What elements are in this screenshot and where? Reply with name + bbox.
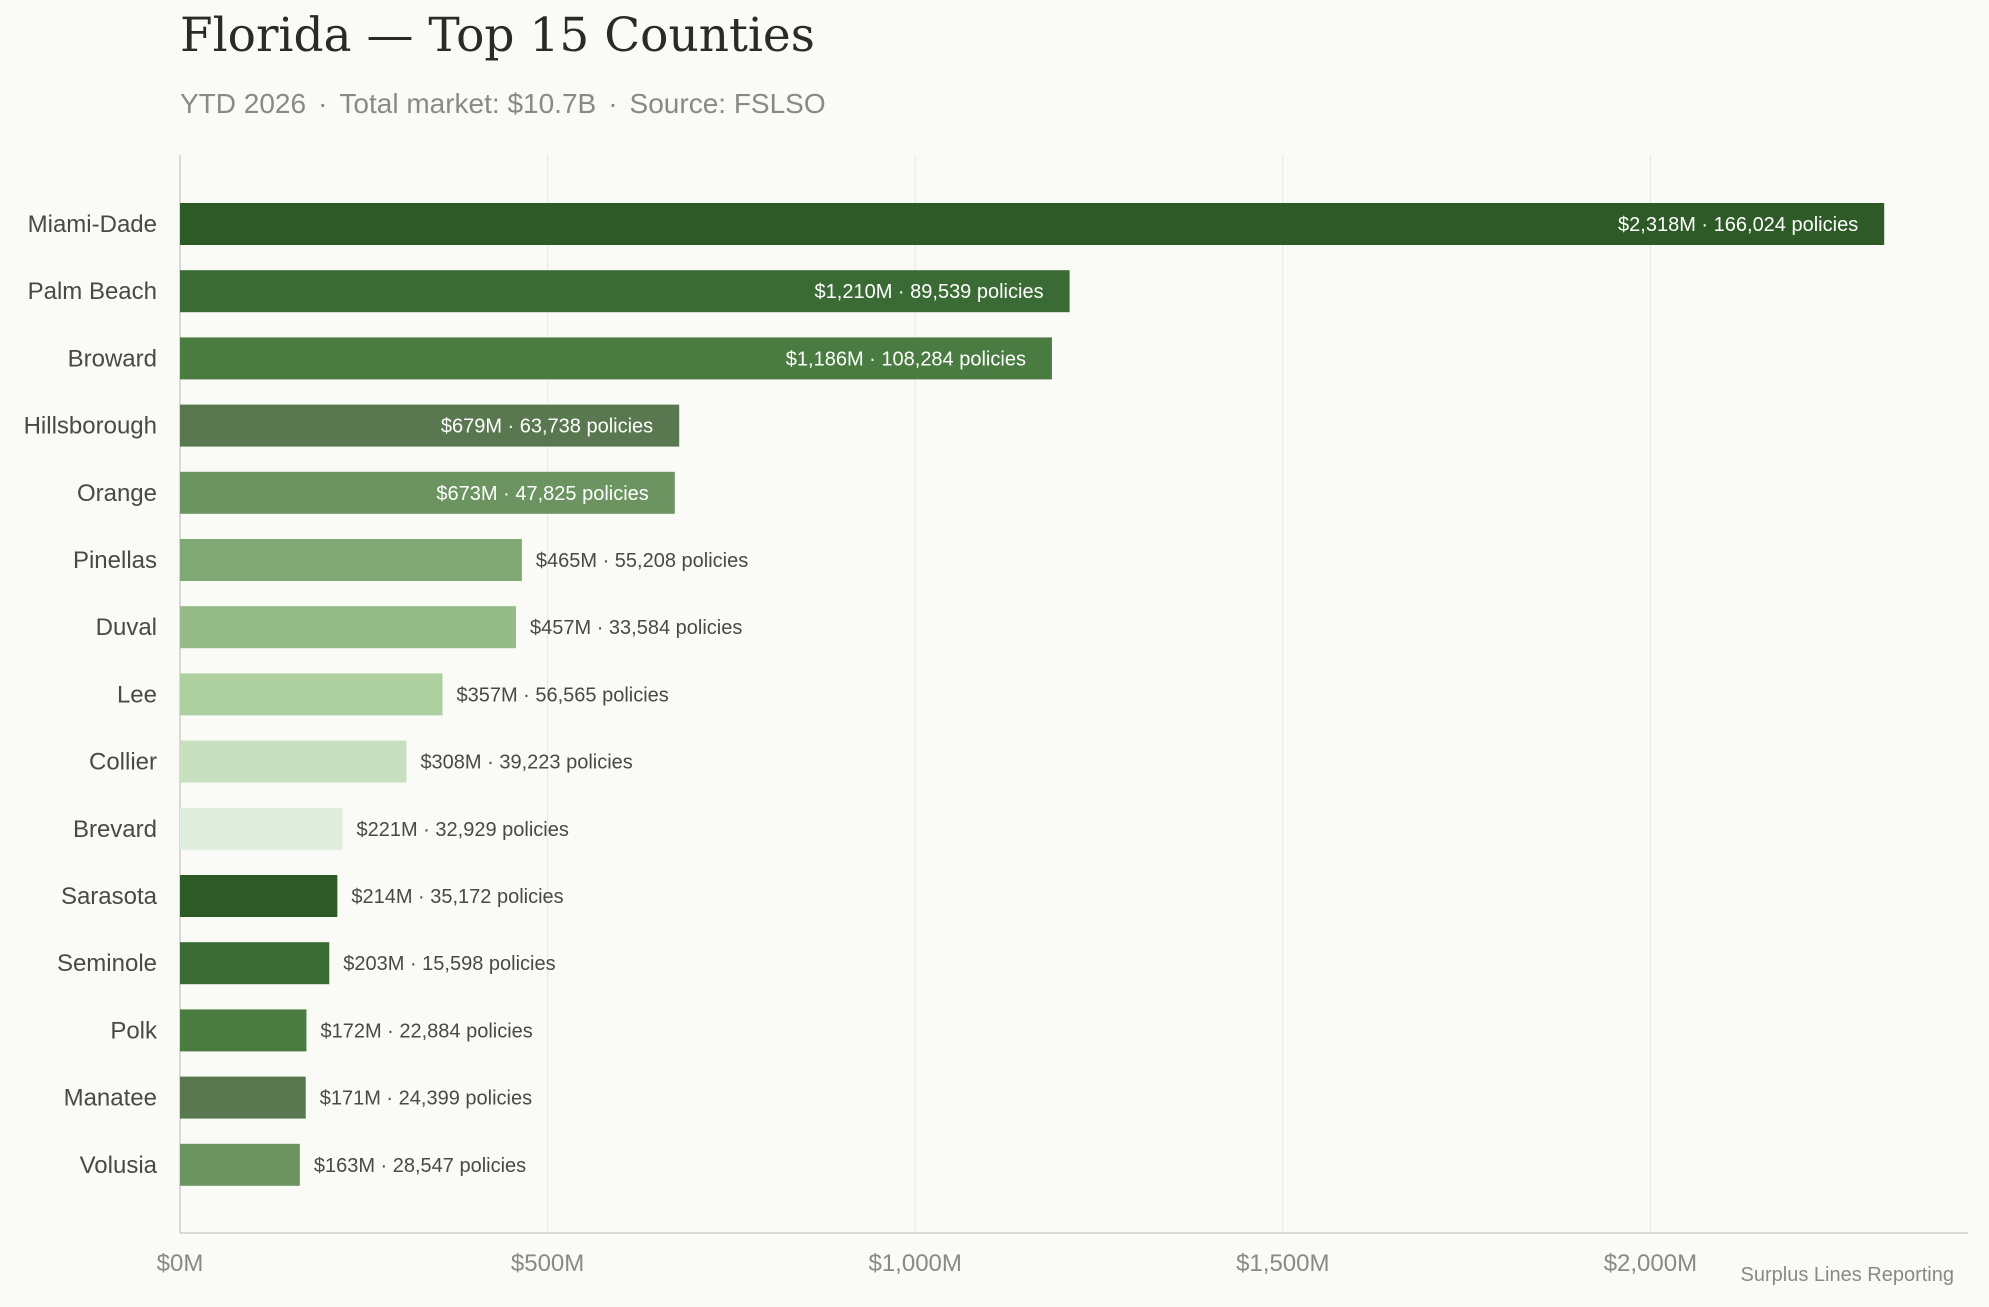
chart-subtitle: YTD 2026 · Total market: $10.7B · Source: FS… (180, 88, 826, 120)
subtitle-separator: · (318, 88, 328, 119)
bar (180, 1143, 300, 1186)
x-tick-label: $0M (157, 1250, 204, 1277)
category-label: Orange (77, 480, 157, 507)
bar-value-label: $203M · 15,598 policies (343, 953, 555, 975)
bar-value-label: $172M · 22,884 policies (320, 1020, 532, 1042)
bar-value-label: $171M · 24,399 policies (320, 1088, 532, 1110)
category-label: Polk (110, 1017, 158, 1044)
category-label: Manatee (64, 1085, 157, 1112)
subtitle-total: Total market: $10.7B (339, 88, 597, 119)
bar-value-label: $214M · 35,172 policies (351, 886, 563, 908)
bar (180, 1076, 306, 1119)
category-label: Miami-Dade (28, 211, 157, 238)
category-label: Hillsborough (24, 413, 157, 440)
category-label: Palm Beach (28, 278, 157, 305)
bar-value-label: $2,318M · 166,024 policies (1618, 214, 1858, 236)
bar (180, 203, 1885, 245)
bar-value-label: $679M · 63,738 policies (441, 416, 653, 438)
x-tick-label: $500M (511, 1250, 584, 1277)
bar (180, 740, 407, 783)
bar-value-label: $1,186M · 108,284 policies (786, 348, 1026, 370)
subtitle-source: Source: FSLSO (629, 88, 826, 119)
bar-value-label: $221M · 32,929 policies (356, 819, 568, 841)
category-label: Broward (68, 345, 157, 372)
bar (180, 337, 1052, 380)
category-label: Pinellas (73, 547, 157, 574)
footnote: Surplus Lines Reporting (1740, 1264, 1954, 1286)
bar (180, 471, 675, 514)
category-label: Collier (89, 749, 157, 776)
category-label: Lee (117, 681, 157, 708)
bar-value-label: $1,210M · 89,539 policies (815, 281, 1044, 303)
bar (180, 673, 443, 716)
bar-value-label: $457M · 33,584 policies (530, 617, 742, 639)
bar (180, 875, 338, 917)
bar-value-label: $465M · 55,208 policies (536, 550, 748, 572)
bar (180, 270, 1070, 313)
category-label: Volusia (80, 1152, 158, 1179)
bar (180, 942, 330, 985)
category-label: Seminole (57, 950, 157, 977)
chart-title: Florida — Top 15 Counties (180, 8, 815, 63)
subtitle-separator: · (608, 88, 618, 119)
bar (180, 807, 343, 850)
bar-value-label: $357M · 56,565 policies (456, 684, 668, 706)
subtitle-period: YTD 2026 (180, 88, 307, 119)
category-label: Duval (96, 614, 157, 641)
bar (180, 606, 516, 649)
bar-value-label: $308M · 39,223 policies (420, 752, 632, 774)
category-label: Sarasota (61, 883, 158, 910)
bar (180, 539, 522, 581)
bar-value-label: $673M · 47,825 policies (436, 483, 648, 505)
category-label: Brevard (73, 816, 157, 843)
x-tick-label: $1,000M (868, 1250, 961, 1277)
x-tick-label: $1,500M (1236, 1250, 1329, 1277)
bar-value-label: $163M · 28,547 policies (314, 1155, 526, 1177)
x-tick-label: $2,000M (1604, 1250, 1697, 1277)
bar (180, 404, 680, 447)
bar (180, 1009, 307, 1052)
